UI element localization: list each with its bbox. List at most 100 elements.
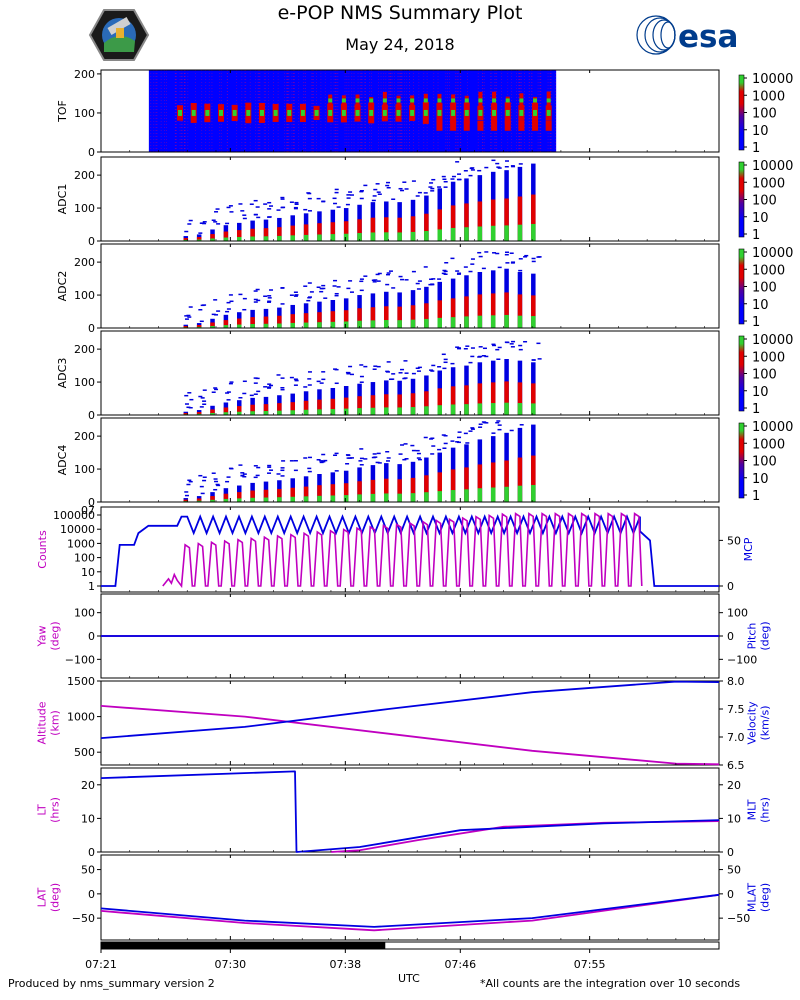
lt_mlt-ytick-right-label: 0 — [727, 846, 734, 859]
adc2-scatter-dash — [478, 255, 483, 258]
adc1-scatter-dash — [215, 208, 220, 210]
adc4-ytick-label: 100 — [74, 463, 95, 476]
adc1-scatter-dash — [280, 198, 285, 200]
adc1-scatter-dash — [431, 178, 436, 181]
tof-peak-100-core — [437, 109, 442, 116]
adc2-scatter-dash — [359, 278, 364, 280]
adc4-burst-red — [210, 496, 215, 502]
adc1-scatter-dash — [402, 181, 407, 183]
adc4-burst-red — [437, 472, 443, 502]
adc3-scatter-dash — [253, 377, 258, 379]
adc3-burst-red — [263, 404, 269, 415]
adc1-scatter-dash — [372, 195, 377, 197]
adc1-burst-green — [477, 226, 483, 241]
adc3-scatter-dash — [463, 348, 468, 350]
adc4-scatter-dash — [358, 460, 363, 462]
adc3-burst-green — [437, 405, 443, 415]
adc4-scatter-dash — [497, 428, 502, 431]
adc4-ylabel: ADC4 — [56, 445, 69, 476]
adc1-burst-green — [437, 229, 443, 241]
adc4-scatter-dash — [321, 453, 326, 456]
adc4-burst-red — [330, 484, 336, 502]
adc3-scatter-dash — [334, 382, 339, 385]
adc1-burst-red — [437, 209, 443, 241]
adc3-scatter-dash — [495, 348, 500, 351]
adc2-scatter-dash — [531, 257, 536, 260]
adc3-burst-red — [397, 394, 402, 415]
adc2-scatter-dash — [216, 310, 221, 312]
adc2-scatter-dash — [263, 295, 268, 297]
adc1-scatter-dash — [443, 180, 448, 183]
alt_vel-ylabel-right: Velocity (km/s) — [746, 701, 772, 745]
adc2-scatter-dash — [293, 291, 298, 293]
adc2-scatter-dash — [359, 280, 364, 283]
adc4-burst-red — [464, 467, 469, 502]
adc2-scatter-dash — [404, 279, 409, 281]
adc3-scatter-dash — [307, 384, 312, 386]
adc4-burst-green — [424, 492, 429, 502]
adc4-scatter-dash — [253, 465, 258, 467]
alt_vel-ytick-left-label: 500 — [74, 746, 95, 759]
mcp-ytick-label: 50 — [727, 534, 741, 547]
adc1-burst-green — [223, 237, 229, 241]
adc3-burst-red — [210, 409, 215, 415]
adc1-scatter-dash — [242, 217, 247, 220]
adc1-burst-red — [263, 228, 269, 241]
tof-peak-lower — [450, 120, 457, 131]
adc2-scatter-dash — [267, 295, 272, 297]
adc1-burst-green — [263, 236, 269, 241]
adc2-scatter-dash — [537, 256, 542, 258]
adc2-burst-red — [277, 315, 282, 328]
adc3-scatter-dash — [363, 365, 368, 368]
adc4-scatter-dash — [280, 469, 285, 472]
adc3-scatter-dash — [321, 371, 326, 373]
adc2-burst-green — [397, 320, 402, 328]
lt_mlt-series-mlt — [100, 770, 720, 853]
time-axis-tick-label: 07:30 — [214, 958, 246, 971]
adc4-burst-green — [317, 495, 322, 502]
yaw_pitch-ylabel-left-line: Yaw — [36, 626, 49, 648]
adc2-scatter-dash — [518, 269, 523, 272]
adc3-scatter-dash — [482, 347, 487, 350]
adc1-burst-red — [517, 196, 523, 241]
adc4-scatter-dash — [280, 475, 285, 477]
adc3-scatter-dash — [359, 364, 364, 366]
adc3-scatter-dash — [319, 382, 324, 384]
adc1-scatter-dash — [214, 211, 219, 213]
adc4-scatter-dash — [307, 467, 312, 470]
adc3-ytick-label: 100 — [74, 376, 95, 389]
adc3-burst-green — [517, 403, 523, 415]
adc4-scatter-dash — [495, 421, 500, 424]
tof-peak-100-core — [382, 109, 387, 116]
counts-top-tick-label: 07 — [81, 504, 95, 517]
adc2-scatter-dash — [531, 260, 536, 263]
adc4-scatter-dash — [240, 474, 245, 477]
adc3-burst-green — [277, 410, 282, 415]
adc2-colorbar-tick-label: 100 — [752, 281, 777, 296]
adc4-scatter-dash — [293, 469, 298, 472]
coverage-bar-fill — [101, 942, 386, 949]
adc3-scatter-dash — [307, 378, 312, 380]
adc4-burst-red — [370, 479, 376, 502]
adc2-scatter-dash — [225, 310, 230, 313]
adc3-scatter-dash — [404, 372, 409, 374]
adc1-burst-red — [277, 227, 282, 241]
adc1-scatter-dash — [333, 202, 338, 205]
tof-peak-100-core — [519, 109, 524, 116]
adc1-scatter-dash — [386, 181, 391, 184]
adc3-scatter-dash — [518, 348, 523, 351]
adc3-scatter-dash — [226, 391, 231, 393]
adc2-scatter-dash — [346, 287, 351, 290]
adc4-burst-green — [290, 496, 295, 502]
adc3-burst-green — [290, 410, 295, 415]
tof-colorbar-bar — [738, 74, 745, 151]
adc1-burst-green — [450, 227, 456, 241]
adc1-scatter-dash — [226, 206, 231, 209]
adc4-scatter-dash — [319, 461, 324, 464]
adc1-scatter-dash — [497, 167, 502, 169]
adc3-ytick-label: 0 — [88, 409, 95, 422]
adc2-scatter-dash — [468, 270, 473, 273]
adc2-scatter-dash — [333, 279, 338, 282]
adc1-scatter-dash — [293, 206, 298, 209]
